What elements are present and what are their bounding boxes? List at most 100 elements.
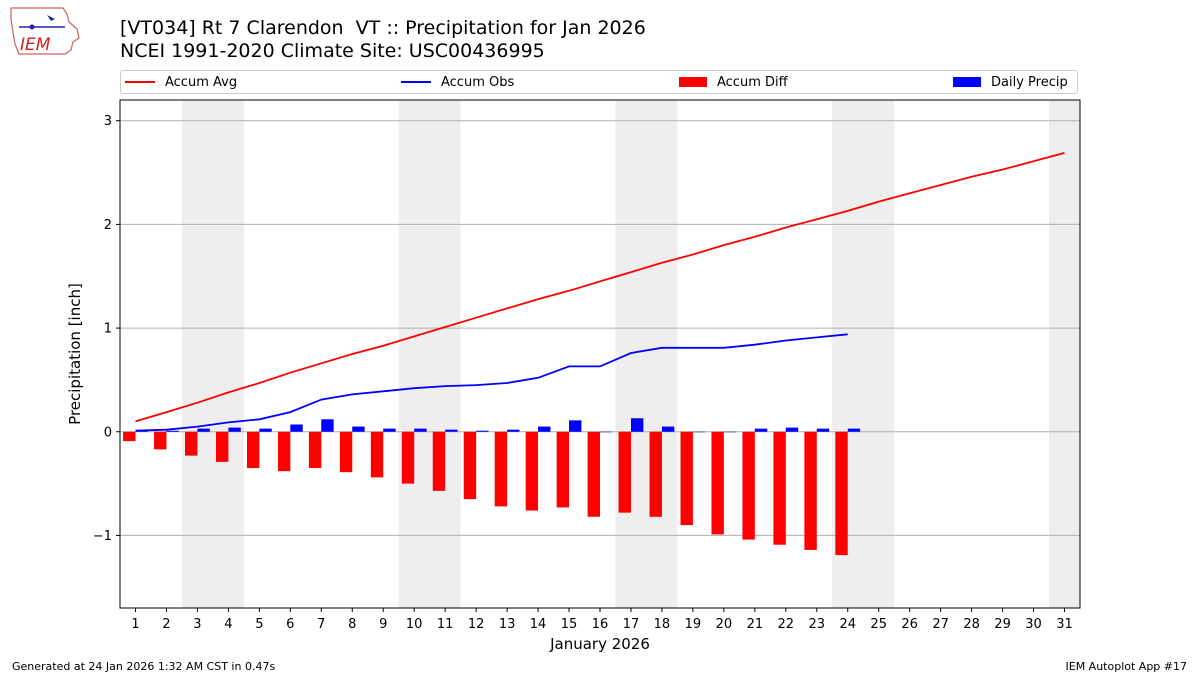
daily-precip-bar xyxy=(414,428,427,432)
y-axis-label: Precipitation [inch] xyxy=(66,283,84,425)
x-tick-label: 29 xyxy=(994,617,1011,632)
y-tick-label: −1 xyxy=(93,529,112,544)
daily-precip-bar xyxy=(754,428,768,432)
legend-label-accum-obs: Accum Obs xyxy=(441,74,515,90)
legend-swatch-accum-diff xyxy=(679,77,707,87)
accum-obs-line xyxy=(135,333,848,432)
weekend-band xyxy=(181,100,213,608)
accum-diff-bar xyxy=(308,431,322,469)
daily-precip-bar xyxy=(661,426,675,432)
x-axis-label: January 2026 xyxy=(549,635,650,653)
legend-label-accum-avg: Accum Avg xyxy=(165,74,238,90)
x-tick-label: 27 xyxy=(932,617,949,632)
legend-item-accum-avg: Accum Avg xyxy=(125,71,237,93)
legend-swatch-accum-obs xyxy=(401,81,431,83)
x-tick-label: 9 xyxy=(379,617,387,632)
x-tick-label: 20 xyxy=(716,617,733,632)
daily-precip-bar xyxy=(383,428,396,432)
plot-frame xyxy=(119,99,1081,609)
x-tick-label: 3 xyxy=(193,617,201,632)
generated-timestamp: Generated at 24 Jan 2026 1:32 AM CST in … xyxy=(12,660,276,673)
legend-label-accum-diff: Accum Diff xyxy=(717,74,788,90)
lines-group xyxy=(135,152,1065,432)
legend-item-accum-diff: Accum Diff xyxy=(679,71,788,93)
accum-diff-bar xyxy=(556,431,570,508)
x-tick-label: 15 xyxy=(561,617,578,632)
accum-diff-bar xyxy=(154,431,167,450)
x-tick-label: 8 xyxy=(348,617,356,632)
daily-precip-bar xyxy=(476,430,489,432)
x-tick-label: 21 xyxy=(747,617,764,632)
iem-logo: IEM xyxy=(10,7,80,55)
weekend-shading-group xyxy=(181,100,1080,608)
x-tick-label: 11 xyxy=(437,617,454,632)
legend-swatch-accum-avg xyxy=(125,81,155,83)
x-tick-label: 5 xyxy=(255,617,263,632)
x-tick-label: 19 xyxy=(685,617,702,632)
app-credit: IEM Autoplot App #17 xyxy=(1065,660,1188,673)
x-tick-label: 6 xyxy=(286,617,294,632)
accum-diff-bar xyxy=(432,431,446,491)
daily-precip-bar xyxy=(847,428,861,432)
daily-precip-bar xyxy=(538,426,551,432)
weekend-band xyxy=(863,100,895,608)
x-tick-label: 28 xyxy=(963,617,980,632)
daily-precip-bar xyxy=(228,427,241,432)
accum-diff-bar xyxy=(123,431,136,442)
accum-diff-bar xyxy=(370,431,384,478)
accum-diff-bar xyxy=(742,431,755,540)
accum-diff-bar xyxy=(618,431,631,513)
x-tick-label: 14 xyxy=(530,617,547,632)
daily-precip-bar xyxy=(259,428,272,432)
x-tick-label: 2 xyxy=(162,617,170,632)
weekend-band xyxy=(398,100,430,608)
x-tick-label: 10 xyxy=(406,617,423,632)
x-tick-label: 17 xyxy=(623,617,640,632)
x-tick-label: 24 xyxy=(839,617,856,632)
accum-diff-bar xyxy=(494,431,508,507)
chart-subtitle: NCEI 1991-2020 Climate Site: USC00436995 xyxy=(120,40,545,62)
weekend-band xyxy=(615,100,647,608)
weekend-band xyxy=(429,100,461,608)
daily-precip-bar xyxy=(352,426,365,432)
accum-diff-bar xyxy=(835,431,848,556)
daily-precip-bar xyxy=(445,429,458,432)
y-tick-label: 0 xyxy=(104,425,112,440)
daily-precip-bar xyxy=(321,419,334,432)
accum-avg-line xyxy=(135,152,1065,423)
x-tick-label: 31 xyxy=(1056,617,1073,632)
weekend-band xyxy=(212,100,244,608)
y-tick-label: 1 xyxy=(104,322,112,337)
chart-title: [VT034] Rt 7 Clarendon VT :: Precipitati… xyxy=(120,17,646,39)
iowa-outline-shape xyxy=(10,7,80,55)
logo-text: IEM xyxy=(20,35,51,55)
accum-diff-bar xyxy=(773,431,786,545)
accum-diff-bar xyxy=(216,431,229,462)
accum-diff-bar xyxy=(711,431,724,535)
accum-diff-bar xyxy=(587,431,600,517)
accum-diff-bar xyxy=(339,431,353,473)
x-tick-label: 26 xyxy=(901,617,918,632)
daily-precip-bar xyxy=(723,431,737,433)
legend-label-daily-precip: Daily Precip xyxy=(991,74,1068,90)
x-tick-label: 23 xyxy=(809,617,826,632)
weekend-band xyxy=(646,100,678,608)
daily-precip-bar xyxy=(785,427,799,432)
x-tick-label: 25 xyxy=(870,617,887,632)
daily-precip-bar xyxy=(507,429,520,432)
daily-precip-bar xyxy=(166,430,179,432)
x-tick-label: 7 xyxy=(317,617,325,632)
weekend-band xyxy=(1049,100,1080,608)
daily-precip-bar xyxy=(692,431,706,433)
daily-precip-bar xyxy=(630,418,644,432)
x-tick-label: 22 xyxy=(778,617,795,632)
accum-diff-bar xyxy=(277,431,291,472)
daily-precip-bar xyxy=(290,424,303,432)
legend-item-daily-precip: Daily Precip xyxy=(953,71,1068,93)
x-tick-label: 30 xyxy=(1025,617,1042,632)
x-tick-label: 18 xyxy=(654,617,671,632)
x-tick-label: 4 xyxy=(224,617,232,632)
x-tick-label: 1 xyxy=(131,617,139,632)
